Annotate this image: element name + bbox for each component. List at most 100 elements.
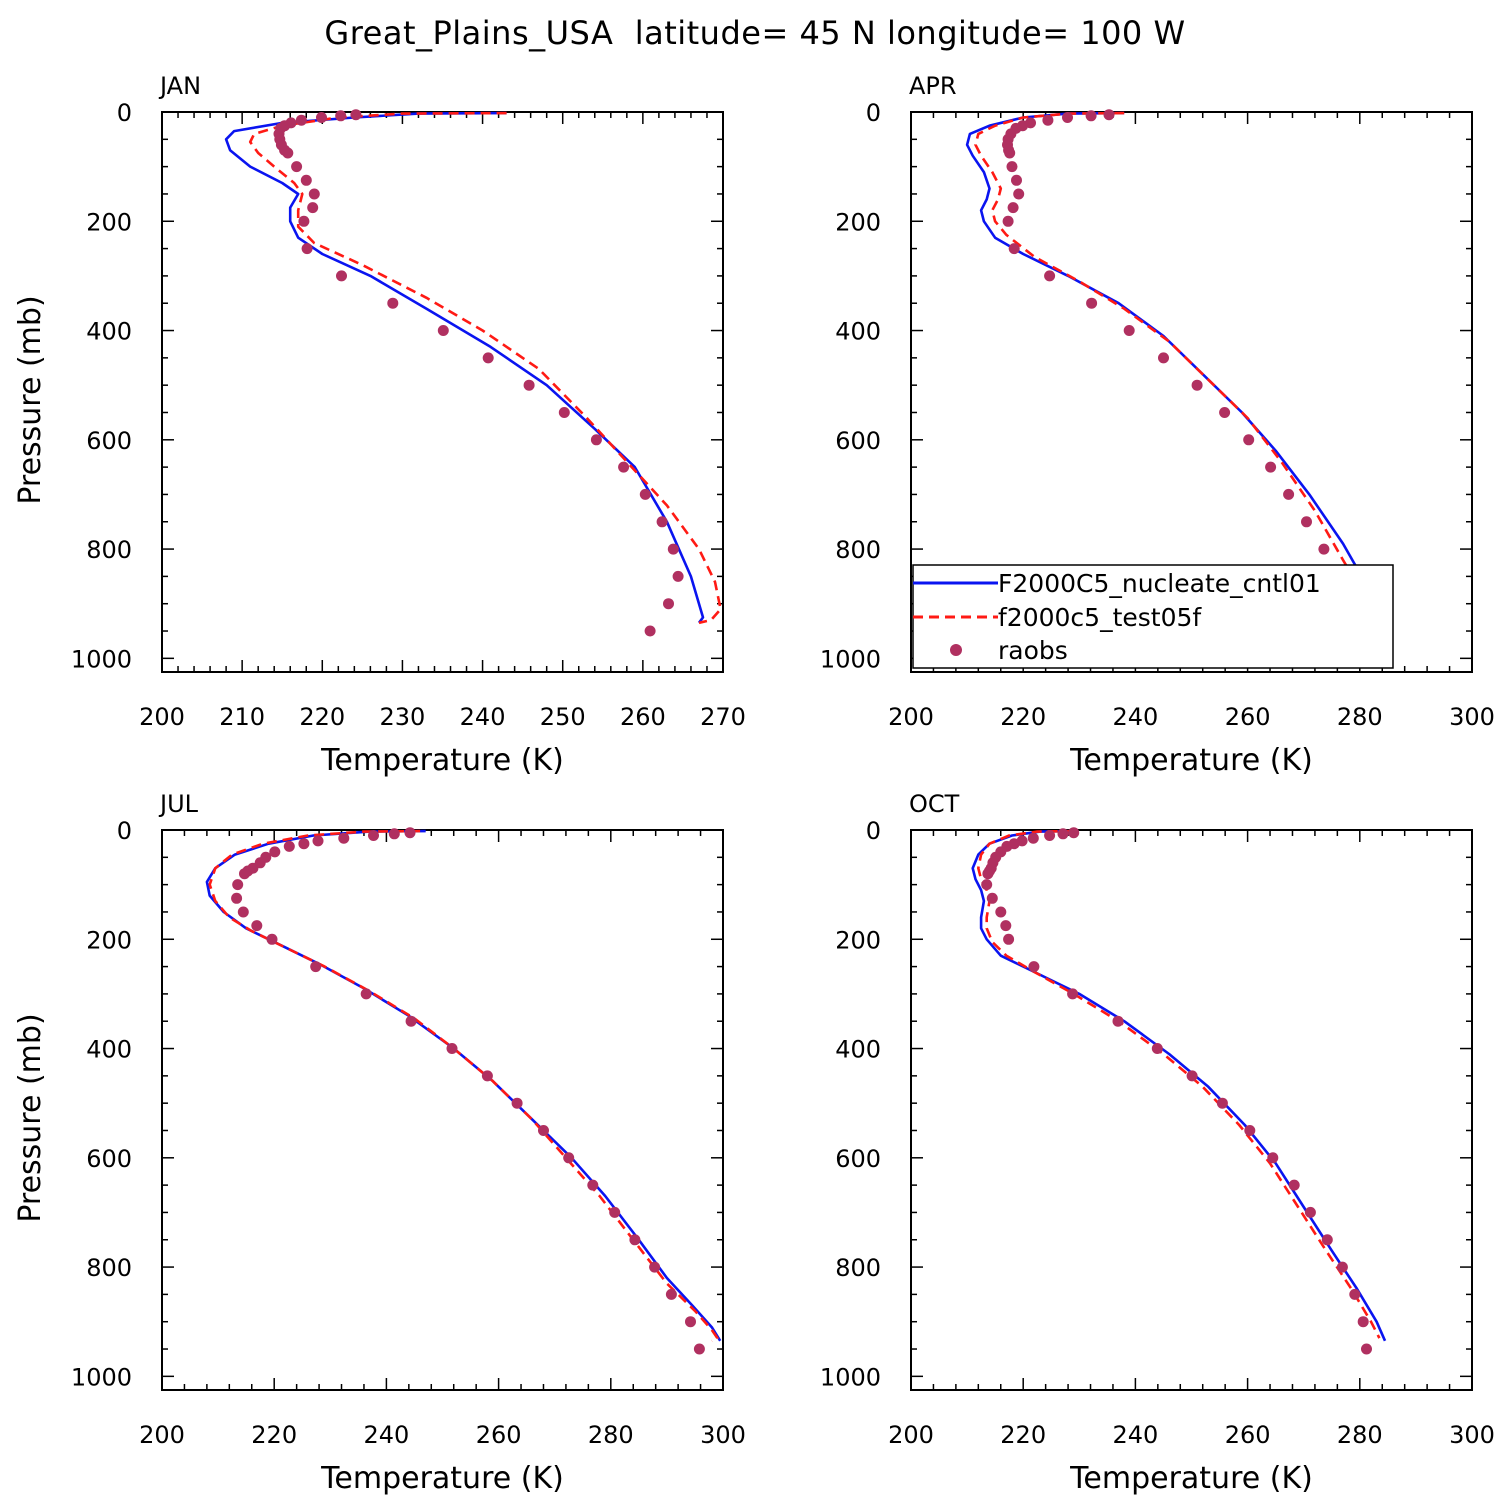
raobs-point [1042, 114, 1054, 126]
raobs-point [1151, 1043, 1163, 1054]
panel-title: APR [909, 72, 957, 100]
y-tick-label: 400 [835, 1036, 881, 1064]
x-tick-label: 280 [1337, 1421, 1383, 1449]
raobs-point [300, 174, 312, 186]
raobs-point [1123, 325, 1135, 336]
raobs-point [587, 1179, 599, 1191]
x-tick-label: 260 [1225, 1421, 1271, 1449]
x-tick-label: 220 [1000, 1421, 1046, 1449]
y-tick-label: 600 [835, 427, 881, 455]
raobs-point [667, 543, 679, 555]
raobs-point [982, 868, 994, 880]
y-tick-label: 800 [86, 1254, 132, 1282]
raobs-point [1361, 1343, 1372, 1355]
raobs-point [558, 407, 570, 418]
raobs-point [308, 188, 320, 200]
y-tick-label: 400 [86, 1036, 132, 1064]
raobs-point [239, 868, 250, 880]
y-axis-label: Pressure (mb) [13, 295, 48, 504]
raobs-point [685, 1316, 696, 1328]
x-tick-label: 200 [139, 1421, 185, 1449]
raobs-point [336, 270, 347, 282]
x-tick-label: 250 [540, 703, 586, 731]
raobs-point [405, 1015, 417, 1027]
y-tick-label: 600 [86, 1145, 132, 1173]
raobs-point [1044, 270, 1056, 282]
raobs-point [360, 988, 372, 1000]
raobs-point [1321, 1234, 1333, 1246]
raobs-point [1158, 352, 1169, 364]
series-line-cntl01 [971, 829, 1387, 1342]
raobs-point [335, 110, 347, 122]
raobs-point [986, 892, 998, 904]
legend-label-raobs: raobs [998, 636, 1068, 665]
plot-frame [161, 829, 724, 1391]
raobs-point [981, 879, 993, 891]
y-tick-label: 400 [835, 318, 881, 346]
y-tick-label: 0 [117, 817, 132, 845]
panel-apr: 200 220 240 260 280 300 0 200 400 600 800 1000 APR Te… [820, 72, 1495, 778]
y-tick-label: 200 [835, 208, 881, 236]
x-tick-label: 240 [363, 1421, 409, 1449]
x-tick-label: 280 [1337, 703, 1383, 731]
y-tick-label: 600 [86, 427, 132, 455]
raobs-point [629, 1234, 641, 1246]
y-tick-label: 800 [86, 536, 132, 564]
raobs-point [663, 598, 674, 610]
raobs-point [1186, 1070, 1198, 1082]
raobs-point [295, 114, 307, 126]
raobs-point [1004, 147, 1016, 159]
x-tick-label: 300 [700, 1421, 746, 1449]
raobs-point [482, 352, 494, 364]
raobs-point [368, 830, 379, 841]
raobs-point [237, 906, 249, 918]
x-tick-label: 220 [299, 703, 345, 731]
raobs-point [446, 1043, 458, 1054]
figure-title: Great_Plains_USA latitude= 45 N longitud… [324, 14, 1185, 52]
panels: 200 210 220 230 240 250 260 270 0 200 400 600 800 100… [13, 72, 1495, 1496]
panel-oct: 200 220 240 260 280 300 0 200 400 600 800 1000 OCT Te… [820, 790, 1495, 1496]
plot-series [971, 827, 1387, 1355]
raobs-point [1304, 1206, 1316, 1218]
legend-label-model1: F2000C5_nucleate_cntl01 [998, 569, 1321, 598]
y-tick-label: 1000 [71, 1363, 132, 1391]
raobs-point [656, 516, 668, 528]
y-tick-label: 1000 [71, 645, 132, 673]
raobs-point [1044, 830, 1056, 841]
raobs-point [282, 147, 294, 159]
x-tick-label: 240 [460, 703, 506, 731]
raobs-point [1103, 109, 1115, 121]
y-tick-label: 800 [835, 1254, 881, 1282]
legend: F2000C5_nucleate_cntl01 f2000c5_test05f … [912, 564, 1394, 669]
raobs-point [590, 434, 602, 446]
raobs-point [1283, 488, 1295, 500]
legend-marker-raobs [950, 644, 962, 656]
x-tick-label: 270 [700, 703, 746, 731]
raobs-point [1318, 543, 1330, 555]
series-line-test05f [208, 829, 719, 1342]
raobs-point [312, 835, 324, 847]
x-tick-label: 260 [1225, 703, 1271, 731]
x-tick-label: 200 [888, 703, 934, 731]
raobs-point [1243, 434, 1255, 446]
raobs-point [388, 828, 400, 840]
raobs-point [1349, 1288, 1361, 1300]
raobs-point [538, 1125, 549, 1136]
plot-series [205, 827, 722, 1355]
raobs-point [1006, 161, 1018, 173]
panel-title: JUL [158, 790, 199, 818]
raobs-point [1000, 920, 1012, 932]
y-tick-label: 600 [835, 1145, 881, 1173]
plot-series [224, 109, 722, 637]
raobs-point [1067, 988, 1079, 1000]
y-tick-label: 1000 [820, 1363, 881, 1391]
raobs-point [672, 570, 684, 582]
raobs-point [563, 1152, 575, 1164]
raobs-point [1191, 379, 1203, 391]
x-tick-label: 210 [219, 703, 265, 731]
series-line-cntl01 [205, 829, 722, 1342]
raobs-point [232, 879, 244, 891]
raobs-point [310, 961, 322, 973]
x-tick-label: 240 [1112, 703, 1158, 731]
